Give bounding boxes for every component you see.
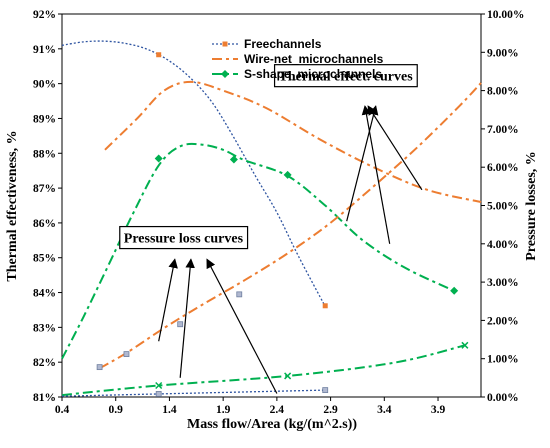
left-y-tick-label: 90% <box>33 79 56 91</box>
series-marker <box>461 341 469 349</box>
x-axis-title: Mass flow/Area (kg/(m^2.s)) <box>187 417 357 432</box>
series-marker <box>450 286 459 295</box>
right-y-tick-label: 1.00% <box>487 354 519 366</box>
legend-swatch-marker <box>222 41 228 47</box>
annotation-arrow <box>206 258 278 394</box>
left-y-tick-label: 88% <box>33 148 56 160</box>
right-y-axis-title: Pressure losses, % <box>524 151 539 261</box>
series-marker <box>283 170 292 179</box>
left-y-axis-title: Thermal effectiveness, % <box>5 130 20 281</box>
series-marker <box>229 155 238 164</box>
series-line <box>104 80 482 203</box>
left-y-tick-label: 84% <box>33 288 56 300</box>
series-marker <box>284 372 292 380</box>
annotation-arrow <box>367 105 423 191</box>
legend-item-1: Wire-net_microchannels <box>212 52 384 66</box>
legend-label: Freechannels <box>244 37 322 51</box>
series-line <box>61 389 326 397</box>
series-marker <box>154 154 163 163</box>
series-1 <box>104 80 482 203</box>
series-marker <box>155 391 162 397</box>
annotation-arrow <box>346 105 379 222</box>
right-y-tick-label: 5.00% <box>487 201 519 213</box>
x-axis-ticks: 0.4 0.9 1.4 1.9 2.4 2.9 3.4 3.9 <box>55 397 446 416</box>
right-y-tick-label: 8.00% <box>487 86 519 98</box>
series-marker <box>156 52 162 58</box>
annotation-box <box>119 225 249 250</box>
left-y-tick-label: 91% <box>33 44 56 56</box>
annotation-label: Thermal effect. curves <box>279 70 414 85</box>
annotation-arrow <box>179 258 195 378</box>
x-tick-label: 0.4 <box>55 404 70 416</box>
legend-item-2: S-shape_microchannels <box>212 67 382 81</box>
series-marker <box>322 303 328 309</box>
right-y-tick-label: 2.00% <box>487 315 519 327</box>
annotation-arrow <box>361 105 391 244</box>
series-2 <box>61 142 459 360</box>
left-y-tick-label: 81% <box>33 392 56 404</box>
series-3 <box>96 82 482 371</box>
legend-swatch-marker <box>221 70 229 78</box>
annotation-label: Pressure loss curves <box>124 232 244 247</box>
x-tick-label: 3.4 <box>377 404 392 416</box>
series-marker <box>155 381 163 390</box>
right-y-tick-label: 0.00% <box>487 392 519 404</box>
annotation-0: Thermal effect. curves <box>273 64 423 244</box>
x-tick-label: 1.4 <box>162 404 177 416</box>
right-y-tick-label: 4.00% <box>487 239 519 251</box>
right-y-tick-label: 7.00% <box>487 124 519 136</box>
x-tick-label: 2.4 <box>270 404 285 416</box>
annotation-layer: Thermal effect. curves Pressure loss curv… <box>119 64 423 394</box>
annotation-arrow <box>158 258 178 342</box>
series-marker <box>123 351 130 358</box>
left-y-tick-label: 86% <box>33 218 56 230</box>
right-y-tick-label: 3.00% <box>487 277 519 289</box>
right-y-axis-ticks: 0.00% 1.00% 2.00% 3.00% 4.00% 5.00% 6.00% 7.00%… <box>481 9 524 404</box>
series-5 <box>61 387 329 397</box>
series-0 <box>61 40 328 309</box>
left-y-tick-label: 87% <box>33 183 56 195</box>
right-y-tick-label: 10.00% <box>487 9 524 21</box>
x-tick-label: 2.9 <box>323 404 338 416</box>
legend-label: Wire-net_microchannels <box>244 52 384 66</box>
series-marker <box>96 364 103 371</box>
left-y-axis-ticks: 81% 82% 83% 84% 85% 86% 87% 88% 89% 90% 91% 92% <box>33 9 62 404</box>
annotation-1: Pressure loss curves <box>119 225 278 394</box>
x-tick-label: 1.9 <box>216 404 231 416</box>
series-layer <box>61 40 482 397</box>
left-y-tick-label: 83% <box>33 322 56 334</box>
legend: FreechannelsWire-net_microchannelsS-shap… <box>212 37 384 81</box>
series-marker <box>236 291 243 298</box>
left-y-tick-label: 89% <box>33 113 56 125</box>
right-y-tick-label: 6.00% <box>487 162 519 174</box>
series-marker <box>322 387 329 394</box>
series-line <box>99 82 482 370</box>
series-4 <box>61 341 469 397</box>
series-line <box>61 344 466 397</box>
x-tick-label: 0.9 <box>109 404 124 416</box>
left-y-tick-label: 82% <box>33 357 56 369</box>
legend-item-0: Freechannels <box>212 37 322 51</box>
x-tick-label: 3.9 <box>431 404 446 416</box>
annotation-box <box>273 64 418 88</box>
left-y-tick-label: 85% <box>33 253 56 265</box>
legend-label: S-shape_microchannels <box>244 67 382 81</box>
series-line <box>61 142 455 360</box>
right-y-tick-label: 9.00% <box>487 47 519 59</box>
series-marker <box>177 321 184 328</box>
left-y-tick-label: 92% <box>33 9 56 21</box>
